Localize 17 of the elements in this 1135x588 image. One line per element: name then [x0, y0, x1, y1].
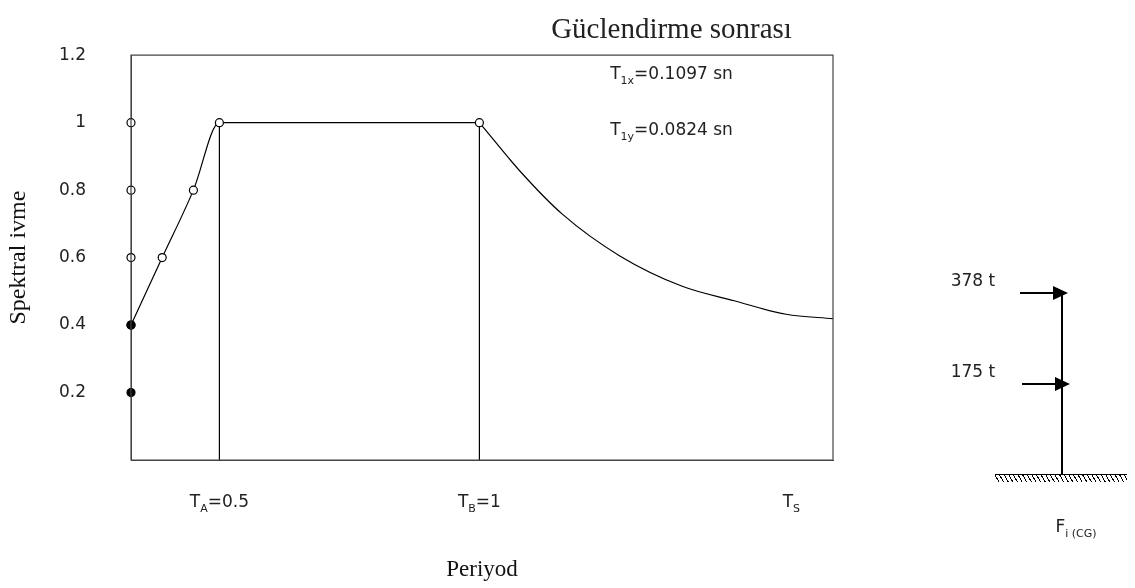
annotation: T$_{1y}$=0.0824 sn — [610, 119, 733, 143]
y-tick-label: 0.6 — [58, 246, 86, 267]
text: 378 t — [950, 270, 996, 290]
text: F$_{i (CG)}$ — [1055, 516, 1097, 540]
chart-title: Güclendirme sonrası — [551, 11, 792, 45]
text: 175 t — [950, 361, 996, 381]
y-tick-label: 0.8 — [58, 178, 86, 199]
x-tick-label: T$_{S}$ — [782, 491, 801, 515]
y-tick-label: 0.4 — [58, 313, 86, 334]
x-axis-title: Periyod — [446, 556, 519, 582]
annotation: T$_{1x}$=0.1097 sn — [610, 63, 733, 87]
x-tick-label: T$_{B}$=1 — [457, 491, 501, 515]
y-tick-label: 1 — [75, 111, 86, 132]
y-axis-title: Spektral ivme — [3, 190, 30, 325]
x-tick-label: T$_{A}$=0.5 — [189, 491, 249, 515]
y-tick-label: 0.2 — [58, 380, 86, 401]
y-tick-label: 1.2 — [58, 43, 86, 64]
